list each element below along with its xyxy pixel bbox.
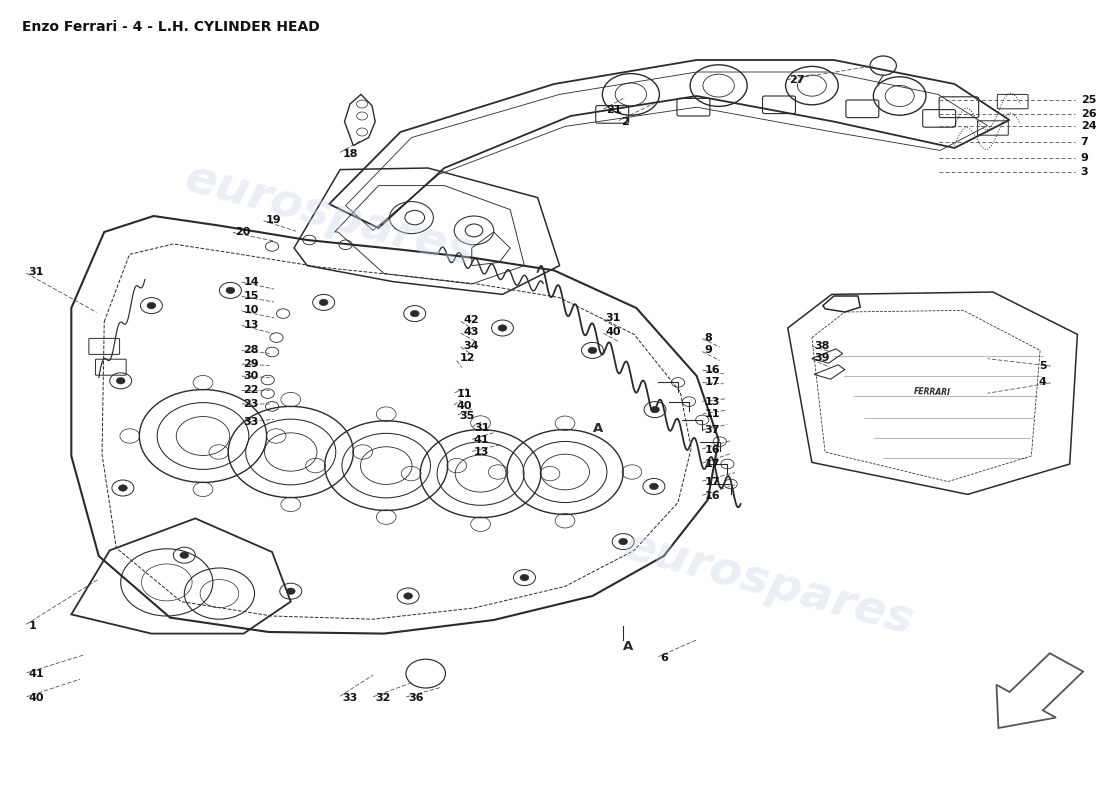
Circle shape: [286, 588, 295, 594]
Text: 4: 4: [1038, 378, 1047, 387]
Circle shape: [319, 299, 328, 306]
Text: 38: 38: [814, 341, 829, 350]
Circle shape: [147, 302, 156, 309]
Text: 9: 9: [1080, 154, 1089, 163]
Circle shape: [180, 552, 189, 558]
Text: 35: 35: [460, 411, 475, 421]
Text: 8: 8: [704, 333, 712, 342]
Circle shape: [520, 574, 529, 581]
Circle shape: [588, 347, 597, 354]
Text: 13: 13: [704, 397, 719, 406]
Circle shape: [498, 325, 507, 331]
Text: 1: 1: [29, 621, 36, 630]
Text: FERRARI: FERRARI: [914, 387, 952, 397]
Text: 36: 36: [408, 693, 424, 702]
Text: 12: 12: [460, 354, 475, 363]
Text: 6: 6: [660, 653, 669, 662]
Circle shape: [226, 287, 234, 294]
Text: 24: 24: [1080, 122, 1097, 131]
Text: 41: 41: [29, 669, 44, 678]
Text: 39: 39: [814, 354, 829, 363]
Text: 13: 13: [243, 320, 258, 330]
Text: 25: 25: [1080, 95, 1096, 105]
Circle shape: [410, 310, 419, 317]
Text: Enzo Ferrari - 4 - L.H. CYLINDER HEAD: Enzo Ferrari - 4 - L.H. CYLINDER HEAD: [22, 20, 320, 34]
Text: A: A: [623, 640, 632, 653]
Text: 17: 17: [704, 459, 719, 469]
Text: 13: 13: [474, 447, 490, 457]
Text: 11: 11: [704, 410, 719, 419]
Circle shape: [119, 485, 128, 491]
Text: 17: 17: [704, 477, 719, 486]
Text: 16: 16: [704, 491, 720, 501]
Text: eurospares: eurospares: [618, 524, 918, 644]
Text: 29: 29: [243, 359, 260, 369]
Text: 43: 43: [463, 327, 478, 337]
Text: 37: 37: [704, 426, 719, 435]
Text: 33: 33: [342, 693, 358, 702]
Text: 22: 22: [243, 386, 260, 395]
Text: 18: 18: [342, 149, 358, 158]
Text: 23: 23: [243, 399, 258, 409]
Text: 2: 2: [621, 117, 629, 126]
Text: 34: 34: [463, 341, 478, 350]
Text: 5: 5: [1040, 362, 1047, 371]
Text: 31: 31: [29, 267, 44, 277]
Circle shape: [117, 378, 125, 384]
Text: 27: 27: [789, 75, 804, 85]
Text: 16: 16: [704, 445, 720, 454]
Text: 30: 30: [243, 371, 258, 381]
Text: 15: 15: [243, 291, 258, 301]
Text: 28: 28: [243, 346, 260, 355]
Text: 31: 31: [606, 314, 621, 323]
Text: 31: 31: [474, 423, 490, 433]
Circle shape: [619, 538, 628, 545]
Text: 40: 40: [29, 693, 44, 702]
Text: A: A: [593, 422, 603, 434]
Text: 40: 40: [456, 402, 472, 411]
Circle shape: [650, 406, 659, 413]
Text: 3: 3: [1080, 167, 1088, 177]
Text: 26: 26: [1080, 109, 1097, 118]
Text: 17: 17: [704, 378, 719, 387]
Text: 19: 19: [265, 215, 282, 225]
Text: 40: 40: [606, 327, 621, 337]
Text: 10: 10: [243, 306, 258, 315]
Text: 14: 14: [243, 277, 260, 286]
Text: 16: 16: [704, 365, 720, 374]
Circle shape: [649, 483, 658, 490]
Text: 32: 32: [375, 693, 390, 702]
Text: 11: 11: [456, 389, 472, 398]
Text: 9: 9: [704, 346, 713, 355]
Text: 41: 41: [474, 435, 490, 445]
Text: 21: 21: [606, 106, 621, 115]
Text: eurospares: eurospares: [179, 156, 480, 276]
Circle shape: [404, 593, 412, 599]
Text: 42: 42: [463, 315, 478, 325]
Text: 20: 20: [234, 227, 250, 237]
Text: 33: 33: [243, 418, 258, 427]
Text: 7: 7: [1080, 138, 1089, 147]
